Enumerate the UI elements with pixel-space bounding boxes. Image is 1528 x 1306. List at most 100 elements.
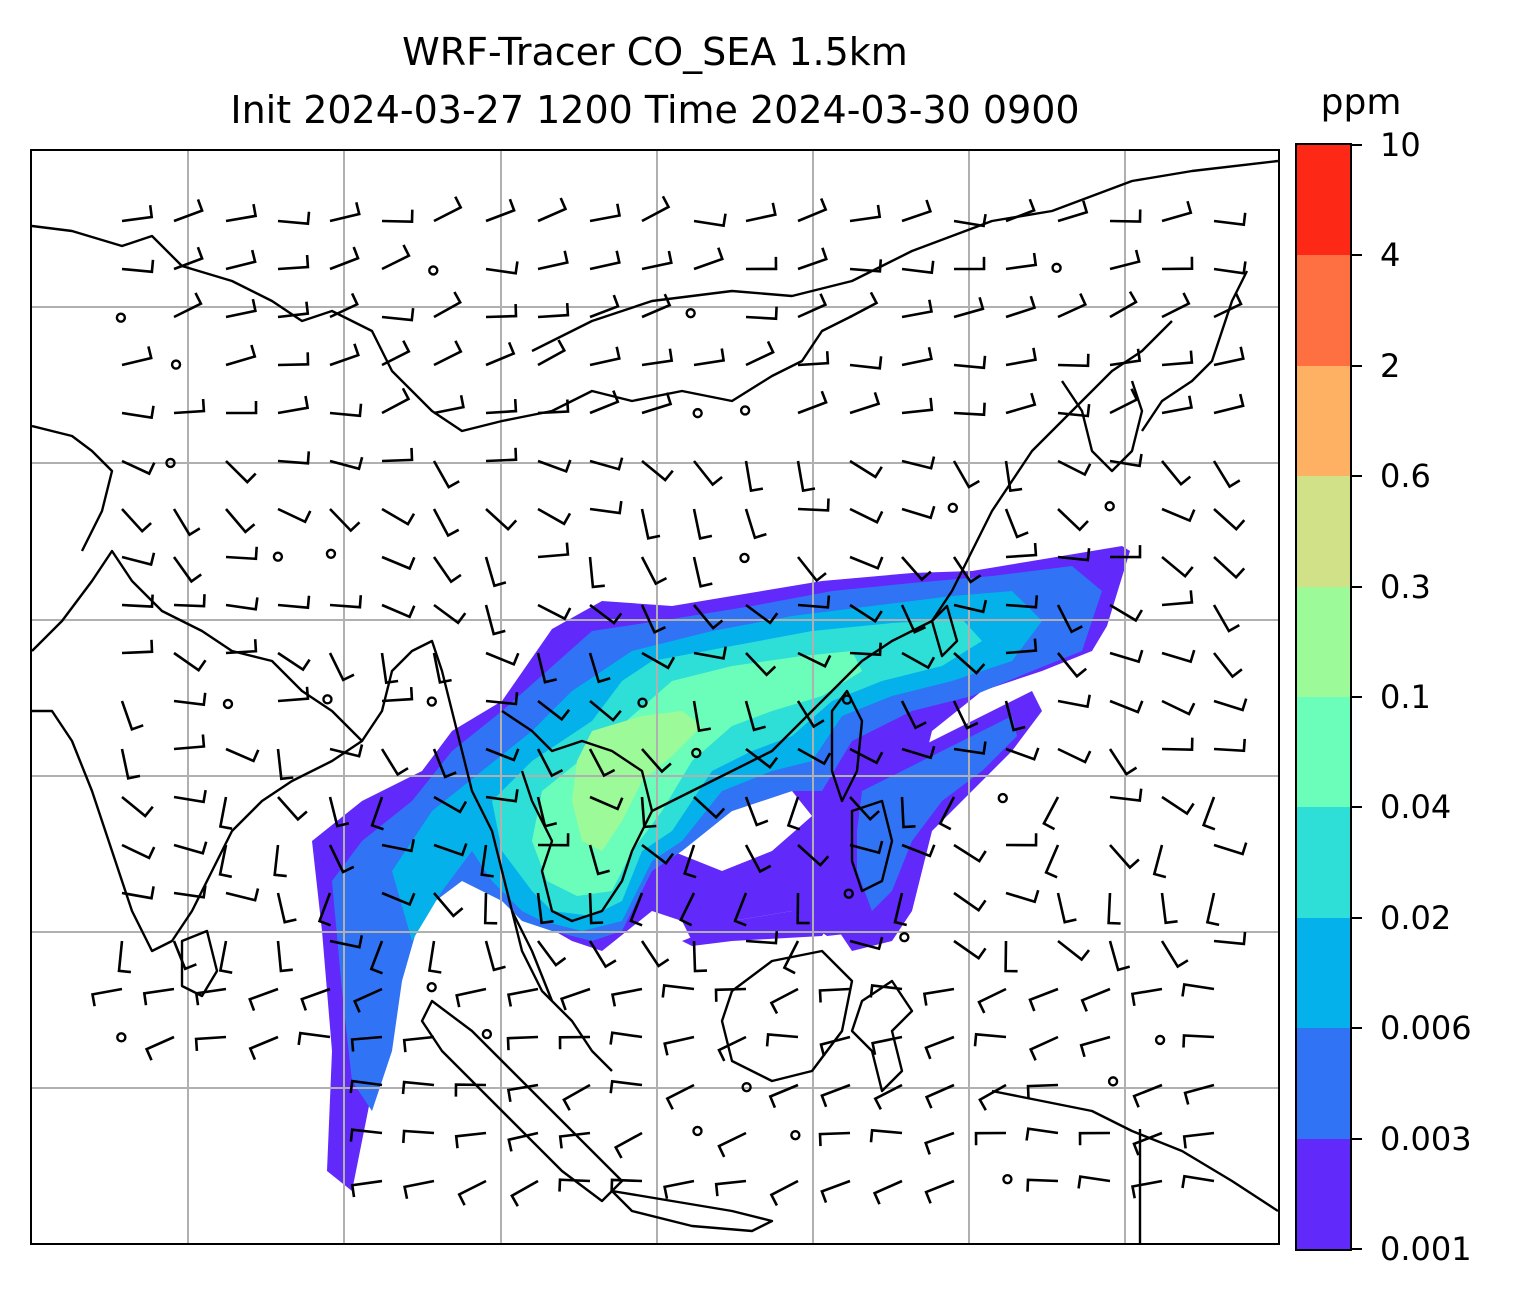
wind-barb: [225, 747, 260, 763]
wind-barb: [350, 1035, 383, 1052]
wind-barb: [432, 460, 460, 489]
plot-title-line1: WRF-Tracer CO_SEA 1.5km: [402, 30, 908, 74]
wind-barb: [485, 399, 518, 415]
wind-barb: [537, 197, 568, 223]
wind-barb: [924, 1179, 955, 1204]
wind-barb: [454, 1083, 487, 1097]
wind-barb: [559, 987, 591, 1011]
wind-barb: [329, 744, 364, 758]
wind-barb: [900, 604, 927, 634]
philippines-luzon: [830, 689, 864, 803]
wind-barb: [277, 451, 311, 465]
colorbar-unit-label: ppm: [1320, 82, 1402, 123]
wind-barb: [1026, 1178, 1059, 1192]
wind-barb: [484, 556, 507, 588]
wind-barb: [381, 244, 411, 271]
wind-barb: [796, 892, 810, 925]
wind-barb: [381, 307, 415, 322]
wind-barb: [953, 296, 985, 319]
wind-barb: [1004, 508, 1029, 539]
wind-barb: [953, 256, 986, 271]
colorbar-tick: [1352, 1137, 1362, 1140]
wind-barb: [589, 390, 620, 415]
wind-barb: [849, 356, 883, 370]
wind-barb: [1056, 892, 1077, 924]
wind-barb: [433, 892, 464, 918]
map-canvas: [32, 151, 1278, 1243]
wind-barb: [536, 892, 554, 925]
wind-barb: [1160, 940, 1189, 969]
wind-barb: [485, 651, 520, 666]
colorbar-tick: [1352, 1248, 1362, 1250]
wind-barb: [849, 507, 884, 524]
wind-barb: [173, 651, 207, 673]
wind-barb: [506, 1083, 539, 1103]
calm-wind-marker: [222, 698, 234, 710]
wind-barb: [893, 892, 908, 927]
wind-barb: [745, 202, 777, 223]
wind-barb: [1108, 748, 1138, 776]
wind-barb: [1005, 833, 1038, 847]
wind-barb: [329, 343, 360, 367]
wind-barb: [1130, 1179, 1163, 1199]
wind-barb: [952, 700, 979, 730]
wind-barb: [432, 508, 460, 538]
calm-wind-marker: [841, 694, 853, 705]
wind-barb: [506, 987, 539, 1007]
wind-barb: [1213, 393, 1245, 415]
wind-barb: [953, 891, 987, 913]
wind-barb: [1080, 987, 1111, 1012]
colorbar-tick: [1352, 254, 1362, 257]
wind-barb: [588, 844, 610, 876]
china-east-coast: [651, 320, 1173, 813]
wind-barb: [797, 293, 828, 319]
wind-barb: [871, 1035, 903, 1056]
philippines-visayas: [850, 799, 894, 893]
contour-level-5: [572, 711, 702, 851]
wind-barb: [1213, 292, 1243, 319]
wind-barb: [225, 639, 258, 655]
wind-barb: [849, 603, 883, 623]
colorbar-tick: [1352, 144, 1362, 146]
wind-barb: [537, 303, 570, 319]
wind-barb: [329, 201, 361, 223]
wind-barb: [558, 1035, 591, 1050]
wind-barb: [744, 508, 767, 540]
wind-barb: [744, 460, 764, 493]
wind-barb: [641, 748, 672, 774]
wind-barb: [277, 352, 310, 367]
wind-barb: [765, 1032, 799, 1047]
wind-barb: [485, 789, 519, 803]
wind-barb: [1057, 403, 1091, 418]
wind-barb: [641, 293, 672, 319]
wind-barb: [537, 459, 572, 473]
colorbar-segment: [1297, 475, 1350, 587]
wind-barb: [510, 1179, 539, 1207]
wind-barb: [588, 940, 617, 969]
wind-barb: [427, 940, 442, 974]
wind-barb: [1004, 460, 1023, 493]
wind-barb: [641, 250, 673, 271]
wind-barb: [562, 1083, 591, 1111]
wind-barb: [349, 1128, 383, 1142]
wind-barb: [974, 1131, 1007, 1146]
wind-barb: [745, 306, 778, 321]
calm-wind-marker: [272, 551, 284, 562]
wind-barb: [402, 1035, 435, 1053]
wind-barb: [401, 1080, 435, 1095]
wind-barb: [1056, 604, 1083, 634]
wind-barb: [1057, 459, 1092, 477]
wind-barb: [172, 940, 197, 971]
wind-barb: [380, 748, 409, 777]
wind-barb: [901, 346, 933, 367]
wind-barb: [381, 891, 416, 907]
wind-barb: [1109, 453, 1143, 468]
wind-barb: [663, 1179, 695, 1199]
wind-barb: [537, 339, 567, 367]
wind-barb: [745, 747, 779, 770]
wind-barb: [953, 213, 987, 228]
wind-barb: [1004, 700, 1026, 732]
wind-barb: [1152, 844, 1167, 879]
wind-barb: [820, 1179, 851, 1204]
wind-barb: [938, 796, 956, 831]
